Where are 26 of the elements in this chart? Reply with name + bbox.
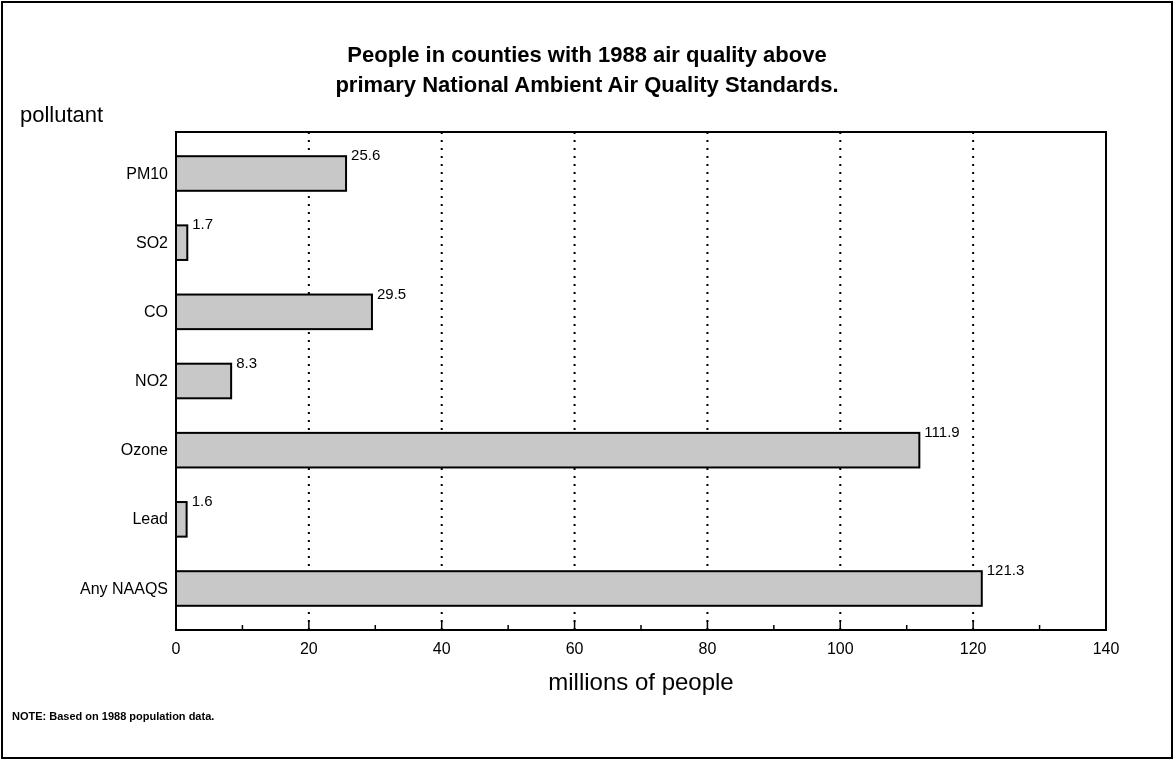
x-tick-label: 40 xyxy=(432,640,451,657)
x-tick-label: 140 xyxy=(1092,640,1120,657)
y-tick-label: Ozone xyxy=(120,441,169,459)
x-tick-label: 100 xyxy=(826,640,854,657)
y-axis-title: pollutant xyxy=(20,102,104,127)
y-tick-label: PM10 xyxy=(126,164,169,182)
y-tick-label: NO2 xyxy=(135,372,169,389)
data-label: 111.9 xyxy=(924,422,960,440)
text: NOTE: Based on 1988 population data. xyxy=(12,710,215,722)
chart-title: People in counties with 1988 air quality above primary National Ambient Air Quality Standards. xyxy=(335,42,839,97)
x-tick-label: 20 xyxy=(299,640,318,657)
data-label: 8.3 xyxy=(236,353,257,371)
data-label: 1.7 xyxy=(192,215,214,233)
x-tick-label: 60 xyxy=(565,640,584,657)
x-tick-label: 80 xyxy=(698,640,717,657)
y-tick-label: Lead xyxy=(132,510,168,528)
data-label: 1.6 xyxy=(191,492,213,510)
x-tick-label: 0 xyxy=(171,640,181,657)
data-label: 29.5 xyxy=(376,284,407,302)
data-label: 121.3 xyxy=(986,561,1025,579)
x-axis-title: millions of people xyxy=(548,668,734,695)
x-tick-label: 120 xyxy=(959,640,987,657)
data-label: 25.6 xyxy=(351,146,381,164)
y-tick-label: SO2 xyxy=(135,233,169,251)
y-tick-label: Any NAAQS xyxy=(79,579,168,597)
y-tick-label: CO xyxy=(144,302,168,320)
